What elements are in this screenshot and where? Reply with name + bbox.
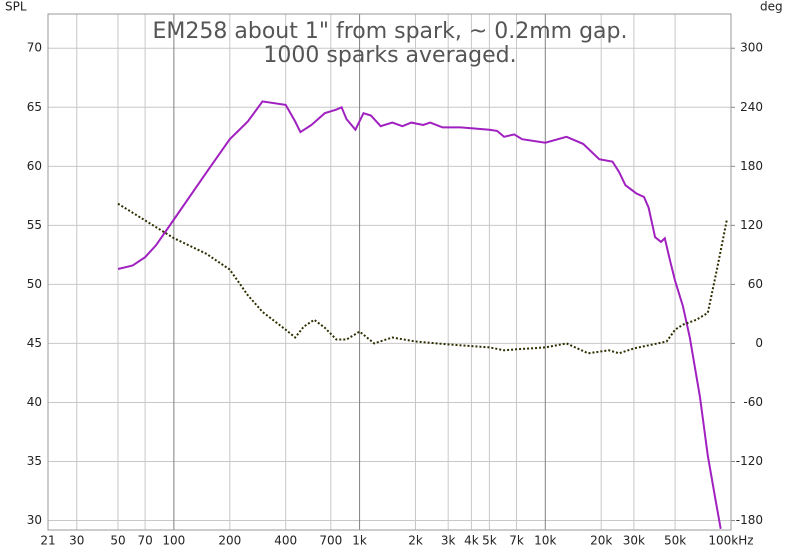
series-line <box>117 100 722 529</box>
y2-tick-label: 120 <box>740 218 763 232</box>
x-tick-label: 20k <box>590 534 612 548</box>
x-tick-label: 50 <box>110 534 125 548</box>
x-tick-label: 2k <box>408 534 423 548</box>
y-tick-label: 55 <box>27 218 42 232</box>
y-tick-label: 65 <box>27 100 42 114</box>
series-line <box>117 202 728 355</box>
x-tick-label: 5k <box>482 534 497 548</box>
y-tick-label: 60 <box>27 159 42 173</box>
y2-tick-label: 0 <box>755 336 763 350</box>
y-tick-label: 30 <box>27 513 42 527</box>
plot-border <box>47 13 732 531</box>
y2-tick-label: 240 <box>740 100 763 114</box>
x-tick-label: 50k <box>664 534 686 548</box>
y-tick-label: 35 <box>27 454 42 468</box>
y2-tick-label: -180 <box>736 513 763 527</box>
y-axis-title: SPL <box>5 0 27 14</box>
x-tick-label: 10k <box>534 534 556 548</box>
x-tick-label: 7k <box>509 534 524 548</box>
y-tick-label: 40 <box>27 395 42 409</box>
y-tick-label: 50 <box>27 277 42 291</box>
y-tick-label: 70 <box>27 41 42 55</box>
x-tick-label: 70 <box>137 534 152 548</box>
x-tick-label: 200 <box>218 534 241 548</box>
x-tick-label: 700 <box>319 534 342 548</box>
chart-title: 1000 sparks averaged. <box>263 43 516 68</box>
y2-tick-label: 180 <box>740 159 763 173</box>
x-tick-label: 21 <box>40 534 55 548</box>
x-tick-label: 3k <box>441 534 456 548</box>
y2-axis-title: deg <box>760 0 783 14</box>
y2-tick-label: -60 <box>743 395 763 409</box>
x-tick-label: 30k <box>623 534 645 548</box>
y2-tick-label: 60 <box>748 277 763 291</box>
x-tick-label: 100 <box>162 534 185 548</box>
y2-tick-label: -120 <box>736 454 763 468</box>
y2-tick-label: 300 <box>740 41 763 55</box>
x-tick-label: 30 <box>69 534 84 548</box>
x-tick-label: 4k <box>464 534 479 548</box>
x-tick-label: 1k <box>352 534 367 548</box>
x-tick-label: 100kHz <box>708 534 753 548</box>
y-tick-label: 45 <box>27 336 42 350</box>
chart-title: EM258 about 1" from spark, ~ 0.2mm gap. <box>153 19 628 44</box>
x-tick-label: 400 <box>274 534 297 548</box>
